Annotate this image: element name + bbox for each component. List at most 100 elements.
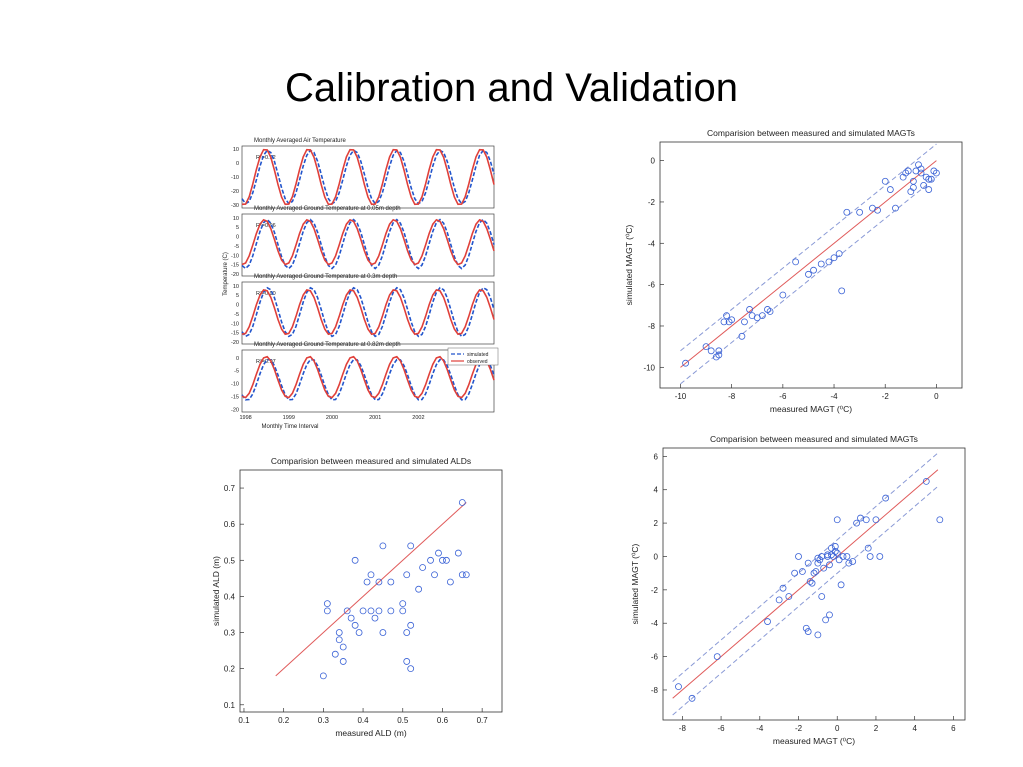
data-point: [339, 658, 347, 665]
y-tick-label: 6: [654, 452, 659, 461]
data-point: [876, 553, 884, 560]
data-point: [872, 516, 880, 524]
data-point: [849, 558, 857, 565]
data-point: [933, 169, 940, 177]
y-tick-label: 2: [654, 519, 659, 528]
data-point: [379, 542, 387, 550]
y-tick-label: -6: [648, 281, 656, 290]
data-point: [319, 672, 327, 680]
data-point: [702, 343, 710, 351]
chart-title: Comparision between measured and simulat…: [710, 434, 918, 444]
data-point: [779, 584, 787, 592]
series-line-observed: [241, 355, 495, 399]
x-tick-label: -8: [728, 392, 736, 401]
y-tick-label: 10: [233, 216, 239, 222]
slide-title: Calibration and Validation: [285, 66, 738, 110]
data-point: [817, 260, 825, 268]
y-tick-label: 0.2: [224, 665, 236, 674]
data-point: [802, 624, 810, 632]
series-line-simulated: [241, 149, 495, 205]
y-tick-label: 0: [236, 356, 239, 362]
data-point: [831, 548, 839, 555]
x-axis-label: measured ALD (m): [335, 728, 406, 738]
y-tick-label: -20: [231, 272, 239, 278]
y-tick-label: 0: [654, 552, 659, 561]
data-point: [864, 544, 872, 552]
series-line-observed: [241, 148, 495, 206]
data-point: [675, 683, 682, 691]
plot-area: [672, 452, 944, 716]
y-axis-label: simulated ALD (m): [211, 556, 221, 626]
y-tick-label: 0: [236, 235, 239, 241]
data-point: [917, 165, 925, 173]
y-tick-label: -5: [234, 244, 239, 250]
y-tick-label: -10: [231, 175, 239, 181]
data-point: [738, 332, 746, 340]
y-tick-label: -6: [651, 653, 659, 662]
data-point: [925, 175, 933, 183]
data-point: [715, 351, 723, 359]
data-point: [688, 694, 696, 702]
data-point: [766, 308, 774, 315]
x-tick-label: -6: [718, 724, 726, 733]
data-point: [936, 516, 944, 524]
data-point: [862, 516, 870, 524]
data-point: [351, 621, 359, 629]
y-tick-label: -5: [234, 369, 239, 375]
chart-title: Comparision between measured and simulat…: [271, 456, 471, 466]
data-point: [881, 177, 889, 185]
data-point: [822, 616, 830, 624]
y-tick-label: -8: [648, 322, 656, 331]
data-point: [835, 556, 843, 564]
y-tick-label: -4: [648, 239, 656, 248]
x-tick-label: 6: [951, 724, 956, 733]
data-point: [843, 553, 851, 560]
x-axis-label: Monthly Time Interval: [261, 424, 318, 430]
data-point: [331, 650, 339, 658]
monthly-temperature-timeseries-chart: Monthly Averaged Air Temperature 10 0 -10 -2…: [223, 138, 499, 430]
y-tick-label: -20: [231, 189, 239, 195]
x-tick-label: 2001: [369, 415, 381, 421]
x-tick-label: -4: [830, 392, 838, 401]
x-tick-label: 0.1: [238, 716, 250, 725]
data-point: [798, 568, 806, 575]
data-point: [407, 665, 415, 673]
x-tick-label: -10: [675, 392, 687, 401]
plot-frame: [659, 141, 963, 389]
y-axis-label: Temperature (C): [223, 252, 229, 296]
data-point: [399, 607, 407, 615]
data-point: [439, 556, 446, 564]
one-to-one-line: [275, 502, 467, 677]
data-point: [806, 578, 814, 585]
data-point: [831, 543, 839, 550]
data-point: [375, 578, 383, 586]
data-point: [838, 287, 846, 295]
y-tick-label: 0.1: [224, 701, 236, 710]
data-point: [713, 653, 721, 660]
data-point: [866, 553, 874, 560]
data-point: [443, 556, 450, 564]
data-point: [375, 607, 383, 615]
x-tick-label: 0.7: [477, 716, 489, 725]
data-point: [812, 568, 820, 575]
data-point: [758, 312, 766, 320]
y-tick-label: -5: [234, 312, 239, 318]
data-point: [458, 499, 466, 506]
y-tick-label: -20: [231, 407, 239, 413]
data-point: [427, 556, 434, 564]
data-point: [804, 559, 812, 567]
x-tick-label: -4: [756, 724, 764, 733]
y-tick-label: 0: [236, 161, 239, 167]
data-point: [830, 254, 838, 262]
data-point: [805, 270, 812, 278]
confidence-band-line: [672, 452, 939, 682]
panel-frame: [241, 349, 495, 413]
x-tick-label: 0.4: [357, 716, 369, 725]
y-tick-label: -2: [651, 586, 659, 595]
data-point: [785, 593, 793, 600]
x-axis-label: measured MAGT (⁰C): [770, 404, 852, 414]
y-tick-label: 0.5: [224, 556, 236, 565]
data-point: [814, 631, 822, 639]
data-point: [682, 359, 689, 367]
y-tick-label: 0.4: [224, 592, 236, 601]
